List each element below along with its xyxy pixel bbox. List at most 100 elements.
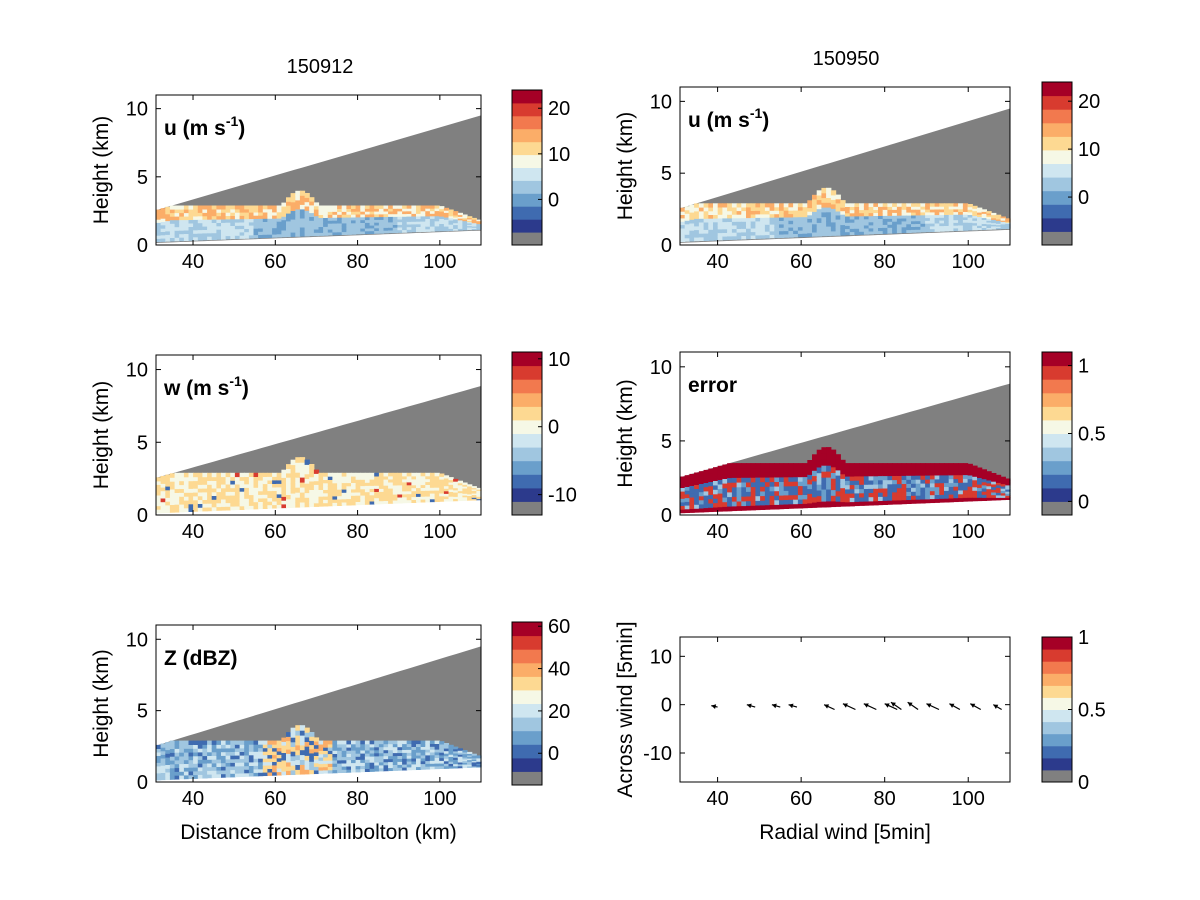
data-cell	[845, 222, 851, 226]
data-cell	[364, 759, 371, 763]
data-cell	[689, 508, 695, 513]
data-cell	[286, 494, 292, 500]
data-cell	[802, 226, 808, 231]
data-cell	[713, 236, 719, 241]
data-cell	[160, 768, 166, 773]
data-cell	[939, 211, 945, 216]
data-cell	[462, 216, 468, 219]
data-cell	[755, 505, 761, 511]
data-cell	[276, 493, 282, 498]
panel-label: error	[688, 374, 737, 397]
data-cell	[211, 770, 217, 775]
data-cell	[934, 467, 940, 472]
data-cell	[183, 226, 190, 231]
data-cell	[901, 226, 907, 231]
data-cell	[868, 496, 874, 502]
data-cell	[248, 208, 255, 213]
data-cell	[835, 231, 841, 236]
data-cell	[746, 495, 752, 502]
data-cell	[793, 463, 799, 469]
data-cell	[244, 494, 250, 499]
data-cell	[863, 475, 870, 481]
data-cell	[262, 765, 268, 770]
data-cell	[411, 216, 417, 220]
data-cell	[727, 235, 733, 240]
y-tick-label: 0	[661, 505, 672, 527]
data-cell	[179, 226, 185, 231]
panel-label-main: u (m s	[688, 109, 750, 132]
data-cell	[953, 227, 959, 232]
data-cell	[383, 230, 389, 234]
data-cell	[694, 508, 700, 513]
data-cell	[821, 465, 827, 472]
data-cell	[411, 487, 417, 492]
data-cell	[346, 765, 352, 770]
data-cell	[244, 228, 250, 233]
data-cell	[216, 219, 222, 223]
data-cell	[948, 478, 954, 484]
data-cell	[169, 477, 176, 482]
data-cell	[764, 217, 771, 222]
data-cell	[230, 755, 236, 760]
arrow-head	[711, 704, 717, 709]
data-cell	[703, 233, 709, 238]
data-cell	[779, 490, 785, 496]
data-cell	[299, 467, 306, 473]
data-cell	[258, 761, 264, 766]
data-cell	[462, 217, 468, 220]
data-cell	[816, 213, 822, 219]
data-cell	[253, 228, 259, 232]
data-cell	[873, 218, 879, 223]
data-cell	[439, 752, 445, 756]
data-cell	[764, 213, 771, 218]
data-cell	[378, 211, 385, 215]
data-cell	[202, 763, 208, 768]
data-cell	[318, 489, 324, 494]
data-cell	[703, 221, 709, 227]
data-cell	[972, 476, 978, 481]
colorbar-swatch	[1042, 379, 1072, 394]
data-cell	[248, 754, 255, 759]
data-cell	[416, 478, 422, 483]
data-cell	[981, 488, 987, 492]
data-cell	[953, 214, 959, 218]
data-cell	[944, 214, 950, 218]
data-cell	[925, 228, 931, 233]
y-tick-label: 10	[126, 629, 148, 651]
data-cell	[388, 764, 394, 769]
data-cell	[253, 480, 259, 485]
data-cell	[873, 215, 879, 220]
data-cell	[887, 203, 893, 207]
data-cell	[406, 472, 412, 477]
data-cell	[448, 213, 454, 217]
data-cell	[188, 488, 194, 493]
data-cell	[262, 772, 268, 777]
data-cell	[318, 502, 324, 507]
colorbar-swatch	[1042, 177, 1072, 192]
data-cell	[378, 761, 385, 766]
colorbar-tick-label: 60	[548, 616, 570, 638]
data-cell	[684, 213, 690, 218]
data-cell	[267, 740, 273, 745]
data-cell	[859, 484, 865, 490]
data-cell	[807, 225, 813, 230]
data-cell	[722, 473, 728, 479]
data-cell	[944, 219, 950, 224]
data-cell	[906, 491, 912, 496]
data-cell	[845, 231, 851, 236]
data-cell	[406, 487, 412, 492]
data-cell	[383, 478, 389, 483]
data-cell	[425, 766, 431, 770]
data-cell	[248, 494, 255, 499]
data-cell	[337, 217, 343, 221]
data-cell	[868, 471, 874, 477]
y-axis-label: Height (km)	[90, 381, 113, 490]
data-cell	[713, 484, 719, 490]
data-cell	[439, 757, 445, 761]
data-cell	[920, 498, 926, 504]
data-cell	[383, 485, 389, 489]
data-cell	[443, 475, 450, 479]
data-cell	[746, 210, 752, 215]
data-cell	[925, 211, 931, 216]
data-cell	[736, 467, 742, 474]
